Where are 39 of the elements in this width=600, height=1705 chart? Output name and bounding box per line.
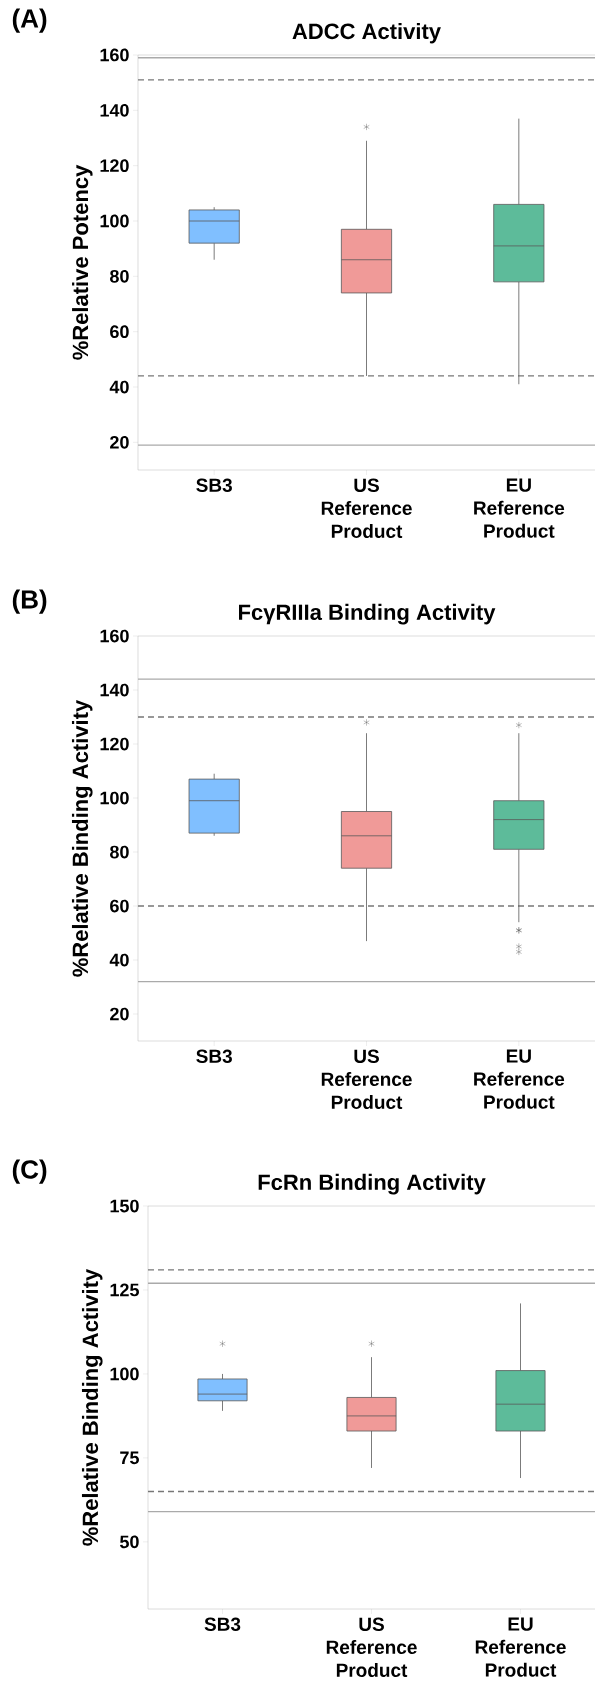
y-tick-label: 100: [100, 791, 129, 805]
y-tick-label: 40: [109, 380, 129, 394]
y-tick-label: 20: [110, 1007, 129, 1021]
y-tick-label: 60: [110, 899, 129, 913]
text: (B): [12, 589, 47, 614]
y-tick-label: 150: [110, 1199, 139, 1213]
y-tick-label: 50: [119, 1535, 139, 1549]
x-tick-label: SB3: [196, 478, 232, 493]
y-tick-label: 160: [100, 48, 129, 62]
x-tick-label: EU Reference Product: [475, 1617, 566, 1677]
y-tick-label: 125: [110, 1283, 139, 1297]
y-axis-title: %Relative Potency: [72, 164, 93, 360]
y-tick-label: 140: [100, 683, 129, 697]
x-tick-label: SB3: [204, 1617, 241, 1632]
chart-title: FcγRIIIa Binding Activity: [239, 603, 496, 625]
y-tick-label: 60: [110, 325, 129, 339]
y-axis-title: %Relative Binding Activity: [81, 1268, 103, 1546]
x-tick-label: US Reference Product: [326, 1617, 417, 1678]
y-tick-label: 140: [100, 103, 129, 117]
y-axis-title: %Relative Binding Activity: [71, 699, 93, 977]
chart-title: ADCC Activity: [292, 22, 441, 44]
y-tick-label: 100: [110, 1367, 139, 1381]
x-tick-label: US Reference Product: [321, 478, 412, 538]
y-tick-label: 160: [100, 629, 129, 643]
x-tick-label: EU Reference Product: [474, 1049, 565, 1109]
y-tick-label: 120: [100, 159, 129, 173]
text: (A): [12, 8, 47, 33]
y-tick-label: 80: [110, 269, 129, 283]
y-tick-label: 100: [100, 214, 129, 228]
y-tick-label: 20: [110, 435, 129, 449]
text: (C): [12, 1159, 47, 1184]
y-tick-label: 40: [109, 953, 129, 967]
x-tick-label: EU Reference Product: [474, 478, 565, 538]
y-tick-label: 80: [110, 845, 129, 859]
x-tick-label: US Reference Product: [321, 1049, 412, 1109]
x-tick-label: SB3: [196, 1049, 232, 1064]
y-tick-label: 120: [100, 737, 129, 751]
y-tick-label: 75: [120, 1451, 139, 1465]
chart-title: FcRn Binding Activity: [258, 1173, 486, 1195]
